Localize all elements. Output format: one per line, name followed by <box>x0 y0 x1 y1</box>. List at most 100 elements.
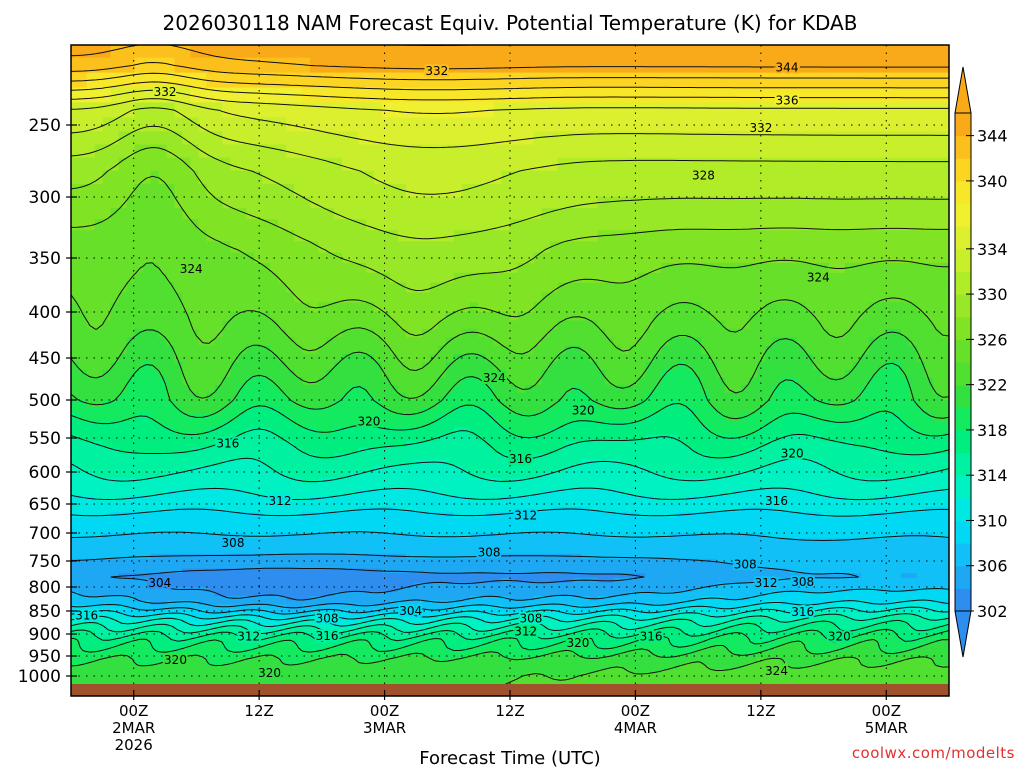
field-cell <box>190 320 200 330</box>
field-cell <box>813 102 822 119</box>
field-cell <box>701 196 710 209</box>
field-cell <box>613 392 623 401</box>
field-cell <box>102 453 112 461</box>
field-cell <box>661 196 670 209</box>
field-cell <box>102 262 112 274</box>
field-cell <box>94 345 104 355</box>
field-cell <box>693 459 702 467</box>
field-cell <box>493 252 503 264</box>
field-cell <box>781 400 790 408</box>
field-cell <box>150 361 160 371</box>
field-cell <box>900 354 910 363</box>
field-cell <box>118 361 128 371</box>
field-cell <box>789 320 798 330</box>
field-cell <box>246 72 255 89</box>
field-cell <box>366 117 375 133</box>
field-cell <box>597 407 607 415</box>
field-cell <box>653 131 662 146</box>
field-cell <box>421 400 431 408</box>
field-cell <box>86 183 96 198</box>
field-cell <box>102 337 112 347</box>
field-cell <box>884 57 894 74</box>
field-cell <box>765 45 774 59</box>
field-cell <box>828 72 838 89</box>
field-cell <box>150 369 160 378</box>
field-cell <box>453 45 463 59</box>
field-cell <box>334 407 343 415</box>
field-cell <box>262 144 271 159</box>
field-cell <box>445 369 455 378</box>
field-cell <box>916 354 926 363</box>
field-cell <box>350 354 359 363</box>
field-cell <box>932 282 942 294</box>
field-cell <box>485 312 495 322</box>
field-cell <box>238 272 247 284</box>
field-cell <box>485 320 495 330</box>
field-cell <box>868 102 878 119</box>
field-cell <box>541 407 551 415</box>
field-cell <box>310 459 319 467</box>
field-cell <box>230 466 239 473</box>
field-cell <box>677 472 686 479</box>
field-cell <box>741 392 750 401</box>
field-cell <box>781 427 790 436</box>
field-cell <box>381 427 391 436</box>
field-cell <box>940 170 949 185</box>
field-cell <box>605 328 615 338</box>
field-cell <box>757 102 766 119</box>
field-cell <box>517 328 527 338</box>
field-cell <box>501 384 511 394</box>
field-cell <box>334 345 343 355</box>
field-cell <box>190 252 200 264</box>
field-cell <box>629 144 639 159</box>
field-cell <box>437 345 447 355</box>
field-cell <box>749 459 758 467</box>
field-cell <box>469 45 479 59</box>
field-cell <box>174 320 184 330</box>
field-cell <box>158 361 168 371</box>
field-cell <box>805 369 814 378</box>
field-cell <box>541 72 551 89</box>
field-cell <box>757 392 766 401</box>
field-cell <box>765 407 774 415</box>
field-cell <box>629 183 639 198</box>
field-cell <box>900 453 910 461</box>
field-cell <box>573 87 583 104</box>
field-cell <box>477 282 487 294</box>
field-cell <box>813 392 822 401</box>
field-cell <box>916 230 926 243</box>
field-cell <box>629 459 639 467</box>
field-cell <box>278 337 287 347</box>
field-cell <box>238 144 247 159</box>
field-cell <box>437 131 447 146</box>
field-cell <box>190 117 200 133</box>
field-cell <box>134 427 144 436</box>
field-cell <box>158 45 168 59</box>
field-cell <box>733 414 742 422</box>
field-cell <box>493 328 503 338</box>
field-cell <box>813 434 822 442</box>
field-cell <box>509 320 519 330</box>
field-cell <box>749 196 758 209</box>
field-cell <box>813 302 822 313</box>
field-cell <box>198 472 207 479</box>
field-cell <box>541 219 551 231</box>
field-cell <box>110 354 120 363</box>
field-cell <box>445 441 455 449</box>
field-cell <box>605 447 615 455</box>
field-cell <box>533 57 543 74</box>
field-cell <box>701 282 710 294</box>
field-cell <box>725 377 734 386</box>
field-cell <box>549 72 559 89</box>
field-cell <box>741 427 750 436</box>
field-cell <box>110 57 120 74</box>
field-cell <box>789 117 798 133</box>
field-cell <box>916 302 926 313</box>
field-cell <box>206 369 215 378</box>
field-cell <box>749 252 758 264</box>
field-cell <box>517 407 527 415</box>
field-cell <box>358 272 367 284</box>
field-cell <box>765 328 774 338</box>
field-cell <box>629 328 639 338</box>
field-cell <box>166 72 176 89</box>
